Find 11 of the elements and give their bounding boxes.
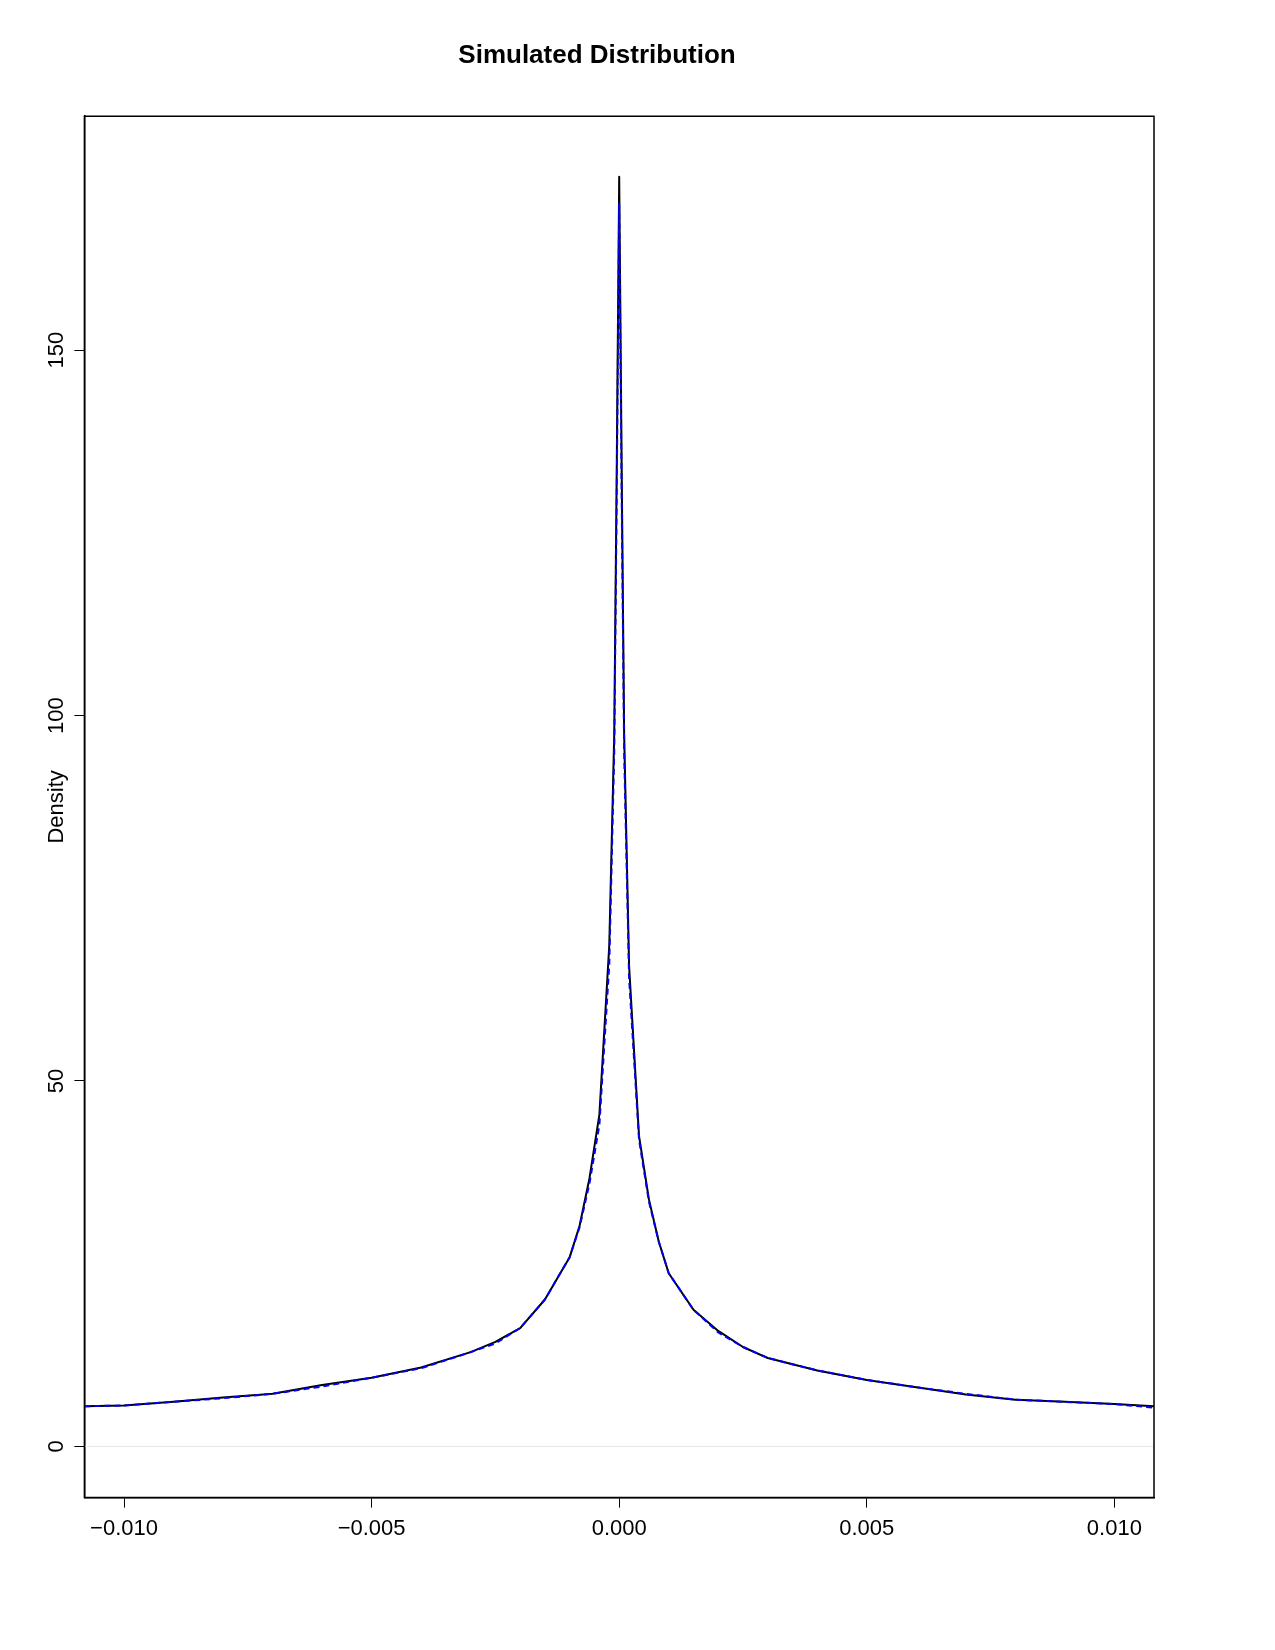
x-tick-label: 0.010 <box>1086 1514 1142 1540</box>
x-tick-label: 0.005 <box>839 1514 895 1540</box>
y-tick-label: 100 <box>43 697 69 734</box>
x-tick-label: −0.010 <box>90 1514 158 1540</box>
chart-title: Simulated Distribution <box>458 38 736 69</box>
x-tick-label: −0.005 <box>337 1514 406 1540</box>
x-tick-label: 0.000 <box>591 1514 647 1540</box>
y-tick-label: 0 <box>43 1440 69 1453</box>
y-tick-label: 50 <box>43 1068 69 1094</box>
y-axis-title: Density <box>43 770 69 844</box>
y-tick-label: 150 <box>43 331 69 369</box>
